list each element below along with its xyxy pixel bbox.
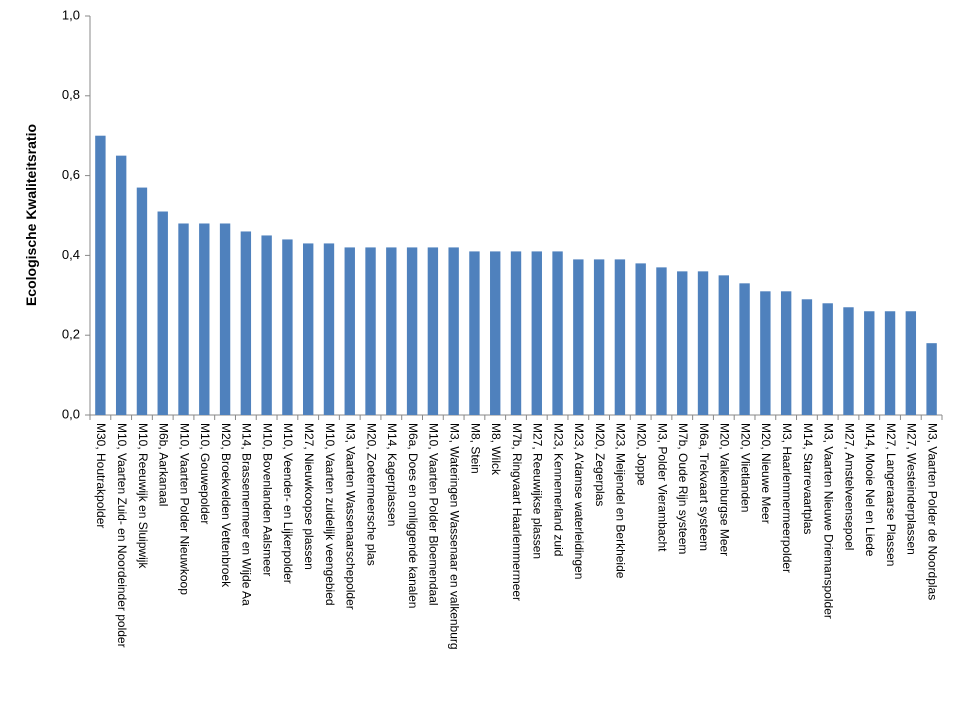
bar [261,235,272,415]
bar [718,275,729,415]
bar [801,299,813,415]
bar [510,251,522,415]
bar [739,283,750,415]
bar [926,343,937,415]
x-tick-label: M3, Vaarten Polder de Noordplas [925,423,939,600]
x-tick-label: M20, Broekvelden Vettenbroek [219,423,233,588]
bar [884,311,896,415]
x-tick-label: M3, Haarlemmermeerpolder [780,423,794,573]
y-tick-label: 0,0 [62,406,80,421]
bar [531,251,542,415]
bar [469,251,480,415]
bar [593,259,605,415]
y-tick-label: 0,2 [62,327,80,342]
bar [635,263,646,415]
x-tick-label: M10, Vaarten zuidelijk veengebied [323,423,337,606]
bar [282,239,293,415]
bar [365,247,376,415]
x-tick-label: M20, Joppe [635,423,649,486]
x-tick-label: M14, Starrevaartplas [801,423,815,534]
y-tick-label: 0,8 [62,87,80,102]
x-tick-label: M20, Valkenburgse Meer [718,423,732,556]
bar [303,243,314,415]
x-tick-label: M20, Zegerplas [593,423,607,506]
x-tick-label: M6a, Does en omliggende kanalen [406,423,420,608]
x-tick-label: M10, Vaarten Zuid- en Noordeinder polder [115,423,129,648]
x-tick-label: M6b, Aarkanaal [157,423,171,506]
x-tick-label: M8, Stein [468,423,482,474]
bar [697,271,709,415]
bar [219,223,231,415]
y-axis-title: Ecologische Kwaliteitsratio [23,124,39,306]
x-tick-label: M27, Westeinderplassen [905,423,919,555]
x-tick-label: M20, Nieuwe Meer [759,423,773,524]
x-tick-label: M3, Vaarten Nieuwe Driemanspolder [822,423,836,619]
y-tick-label: 0,4 [62,247,80,262]
bar [614,259,626,415]
x-tick-label: M10, Vaarten Polder Nieuwkoop [177,423,191,595]
bar [552,251,563,415]
x-tick-label: M6a, Trekvaart systeem [697,423,711,551]
x-tick-label: M27, Langeraarse Plassen [884,423,898,566]
bar [115,155,127,415]
x-tick-label: M23, Meijendel en Berkheide [614,423,628,579]
bar [905,311,917,415]
bar [95,135,106,415]
x-tick-label: M20, Vlietlanden [738,423,752,512]
bar [448,247,459,415]
bar [677,271,688,415]
x-tick-label: M30, Houtrakpolder [94,423,108,528]
bar [178,223,189,415]
x-tick-label: M7b, Oude Rijn systeem [676,423,690,554]
bar [406,247,418,415]
x-tick-label: M20, Zoetermeersche plas [364,423,378,566]
bar [760,291,771,415]
bar [780,291,792,415]
y-tick-label: 1,0 [62,7,80,22]
bar [656,267,667,415]
x-tick-label: M10, Gouwepolder [198,423,212,524]
x-tick-label: M10, Bovenlanden Aalsmeer [260,423,274,576]
bar [427,247,439,415]
x-tick-label: M27, Amstelveensepoel [842,423,856,550]
x-tick-label: M10, Veender- en Lijkerpolder [281,423,295,584]
x-tick-label: M23, A'damse waterleidingen [572,423,586,579]
bar [490,251,501,415]
x-tick-label: M10, Reeuwijk en Sluipwijk [136,423,150,569]
x-tick-label: M14, Mooie Nel en Liede [863,423,877,557]
bar [822,303,833,415]
bar [843,307,854,415]
x-tick-label: M3, Vaarten Wassenaarschepolder [344,423,358,610]
x-tick-label: M27, Nieuwkoopse plassen [302,423,316,570]
x-tick-label: M14, Brassemermeer en Wijde Aa [240,423,254,606]
y-tick-label: 0,6 [62,167,80,182]
bar [344,247,355,415]
bar [136,187,148,415]
x-tick-label: M23, Kennemerland zuid [551,423,565,556]
x-tick-label: M7b, Ringvaart Haarlemmermeer [510,423,524,601]
bar [199,223,210,415]
x-tick-label: M3, Polder Vierambacht [655,423,669,552]
bar [323,243,335,415]
bar [573,259,584,415]
bar [864,311,875,415]
bar [157,211,168,415]
x-tick-label: M27, Reeuwijkse plassen [531,423,545,559]
x-tick-label: M3, Wateringen Wassenaar en valkenburg [447,423,461,650]
x-tick-label: M8, Wilck [489,423,503,476]
bar [240,231,252,415]
bar [386,247,397,415]
x-tick-label: M14, Kagerplassen [385,423,399,526]
x-tick-label: M10, Vaarten Polder Bloemendaal [427,423,441,606]
